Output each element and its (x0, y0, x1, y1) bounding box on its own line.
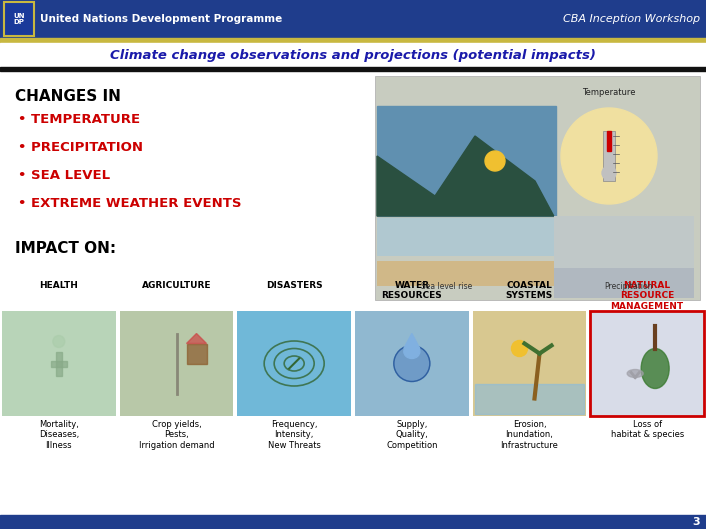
Bar (237, 311, 351, 416)
Ellipse shape (561, 108, 657, 204)
Bar (554, 268, 693, 298)
Bar (603, 131, 615, 181)
Bar (377, 106, 556, 216)
Text: Precipitation: Precipitation (604, 282, 653, 291)
Text: Supply,
Quality,
Competition: Supply, Quality, Competition (386, 420, 438, 450)
Text: CHANGES IN: CHANGES IN (15, 89, 121, 104)
Text: COASTAL
SYSTEMS: COASTAL SYSTEMS (506, 281, 553, 300)
Text: • EXTREME WEATHER EVENTS: • EXTREME WEATHER EVENTS (18, 197, 241, 210)
Polygon shape (377, 136, 554, 216)
Text: • PRECIPITATION: • PRECIPITATION (18, 141, 143, 154)
Text: NATURAL
RESOURCE
MANAGEMENT: NATURAL RESOURCE MANAGEMENT (611, 281, 683, 311)
Bar (51, 360, 67, 367)
Bar (377, 218, 556, 256)
Ellipse shape (627, 369, 643, 378)
Text: Frequency,
Intensity,
New Threats: Frequency, Intensity, New Threats (268, 420, 321, 450)
Text: AGRICULTURE: AGRICULTURE (142, 281, 211, 290)
Bar (554, 216, 693, 276)
Bar (0, 43, 706, 67)
Bar (0, 67, 706, 71)
Bar (4, 2, 34, 36)
Text: HEALTH: HEALTH (40, 281, 78, 290)
Bar (0, 515, 706, 529)
Bar (186, 343, 206, 363)
Text: United Nations Development Programme: United Nations Development Programme (40, 14, 282, 24)
Text: Temperature: Temperature (582, 88, 635, 97)
Text: Loss of
habitat & species: Loss of habitat & species (611, 420, 684, 440)
Text: CBA Inception Workshop: CBA Inception Workshop (563, 14, 700, 24)
Text: WATER
RESOURCES: WATER RESOURCES (381, 281, 442, 300)
Ellipse shape (602, 166, 616, 180)
Bar (474, 384, 585, 414)
Polygon shape (404, 333, 420, 349)
Text: • TEMPERATURE: • TEMPERATURE (18, 113, 140, 126)
Bar (2, 311, 116, 416)
Bar (377, 261, 556, 286)
Ellipse shape (394, 345, 430, 381)
Bar (0, 0, 706, 38)
Text: UN
DP: UN DP (13, 13, 25, 25)
Ellipse shape (485, 151, 505, 171)
Ellipse shape (512, 341, 527, 357)
Text: Climate change observations and projections (potential impacts): Climate change observations and projecti… (110, 49, 596, 61)
FancyBboxPatch shape (590, 311, 704, 416)
Bar (119, 311, 234, 416)
Ellipse shape (641, 349, 669, 388)
Bar (375, 76, 700, 300)
Bar (607, 131, 611, 151)
Text: Erosion,
Inundation,
Infrastructure: Erosion, Inundation, Infrastructure (501, 420, 558, 450)
Polygon shape (186, 333, 206, 343)
Ellipse shape (404, 344, 420, 359)
Bar (355, 311, 469, 416)
Text: IMPACT ON:: IMPACT ON: (15, 241, 116, 256)
Text: Sea level rise: Sea level rise (421, 282, 472, 291)
Text: DISASTERS: DISASTERS (266, 281, 323, 290)
Ellipse shape (53, 335, 65, 348)
Text: 3: 3 (693, 517, 700, 527)
Bar (472, 311, 587, 416)
Bar (0, 38, 706, 43)
Text: Mortality,
Diseases,
Illness: Mortality, Diseases, Illness (39, 420, 79, 450)
Text: • SEA LEVEL: • SEA LEVEL (18, 169, 110, 182)
Text: Crop yields,
Pests,
Irrigation demand: Crop yields, Pests, Irrigation demand (138, 420, 215, 450)
Bar (56, 351, 62, 376)
